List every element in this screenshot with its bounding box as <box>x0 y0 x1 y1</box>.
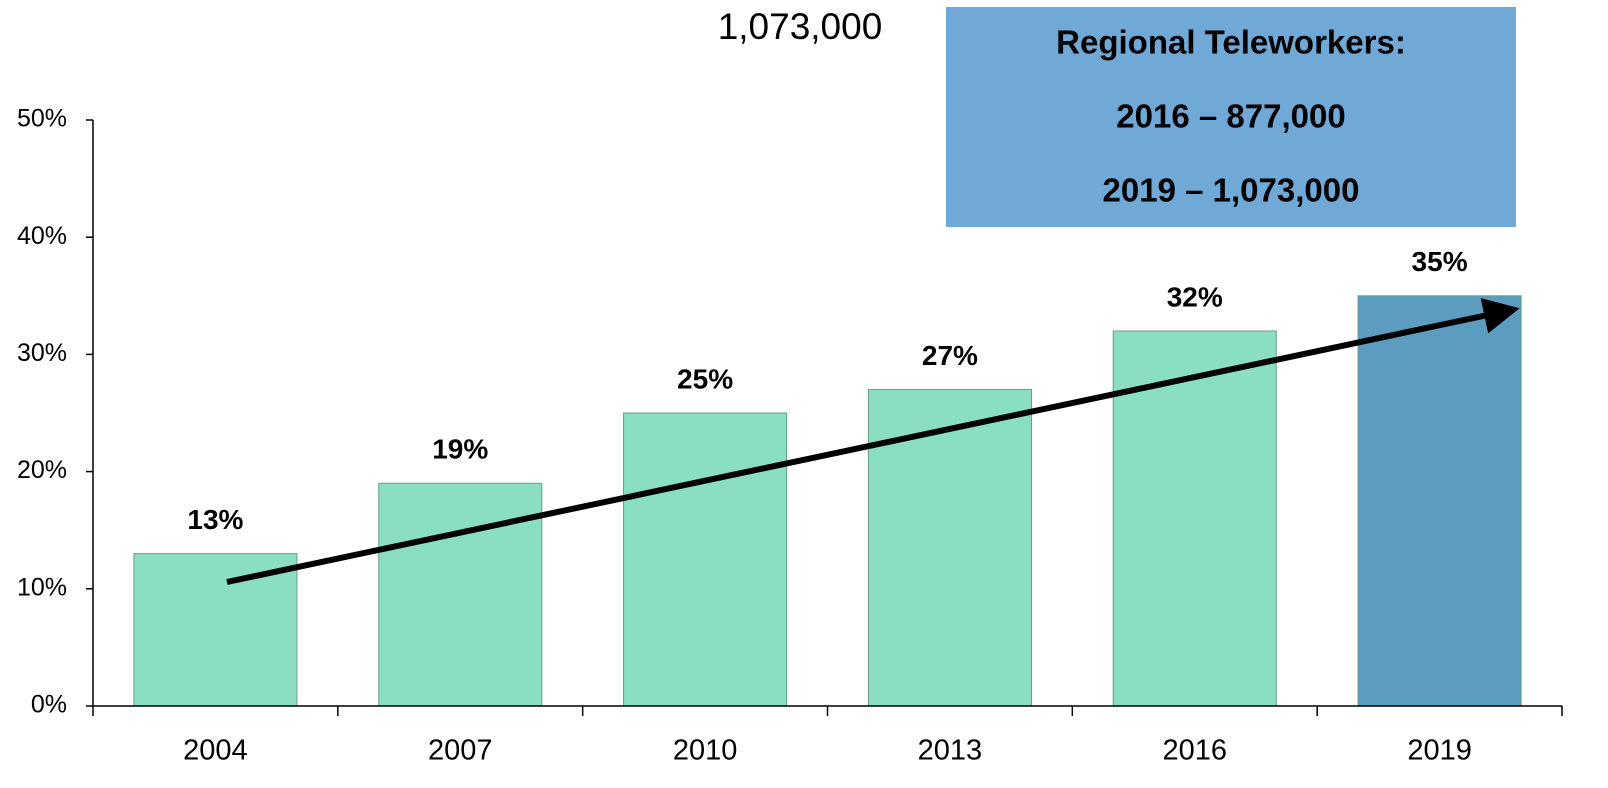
bar <box>867 389 1032 707</box>
box-title: Regional Teleworkers: <box>1056 24 1406 61</box>
y-tick-label: 0% <box>31 691 67 719</box>
bar <box>1112 330 1277 707</box>
y-tick-label: 50% <box>17 105 67 133</box>
annotation: 1,073,000 <box>718 6 883 47</box>
y-tick-label: 40% <box>17 222 67 250</box>
y-tick-label: 10% <box>17 573 67 601</box>
value-label: 27% <box>922 340 978 371</box>
value-label: 32% <box>1167 281 1223 312</box>
box-line: 2019 – 1,073,000 <box>1103 172 1360 209</box>
value-label: 19% <box>432 434 488 465</box>
bar <box>623 412 788 707</box>
value-label: 35% <box>1412 246 1468 277</box>
value-label: 25% <box>677 363 733 394</box>
box-line: 2016 – 877,000 <box>1116 98 1345 135</box>
y-tick-label: 20% <box>17 456 67 484</box>
x-tick-label: 2007 <box>428 735 493 767</box>
bar <box>378 482 543 707</box>
x-tick-label: 2004 <box>183 735 248 767</box>
trend-arrow <box>226 298 1520 585</box>
x-tick-label: 2010 <box>673 735 738 767</box>
x-tick-label: 2013 <box>918 735 983 767</box>
x-tick-label: 2016 <box>1162 735 1227 767</box>
y-tick-label: 30% <box>17 339 67 367</box>
plot <box>133 295 1522 707</box>
x-tick-label: 2019 <box>1407 735 1472 767</box>
bar <box>1357 295 1522 707</box>
bar <box>133 553 298 707</box>
value-label: 13% <box>187 504 243 535</box>
info-box <box>946 7 1516 227</box>
